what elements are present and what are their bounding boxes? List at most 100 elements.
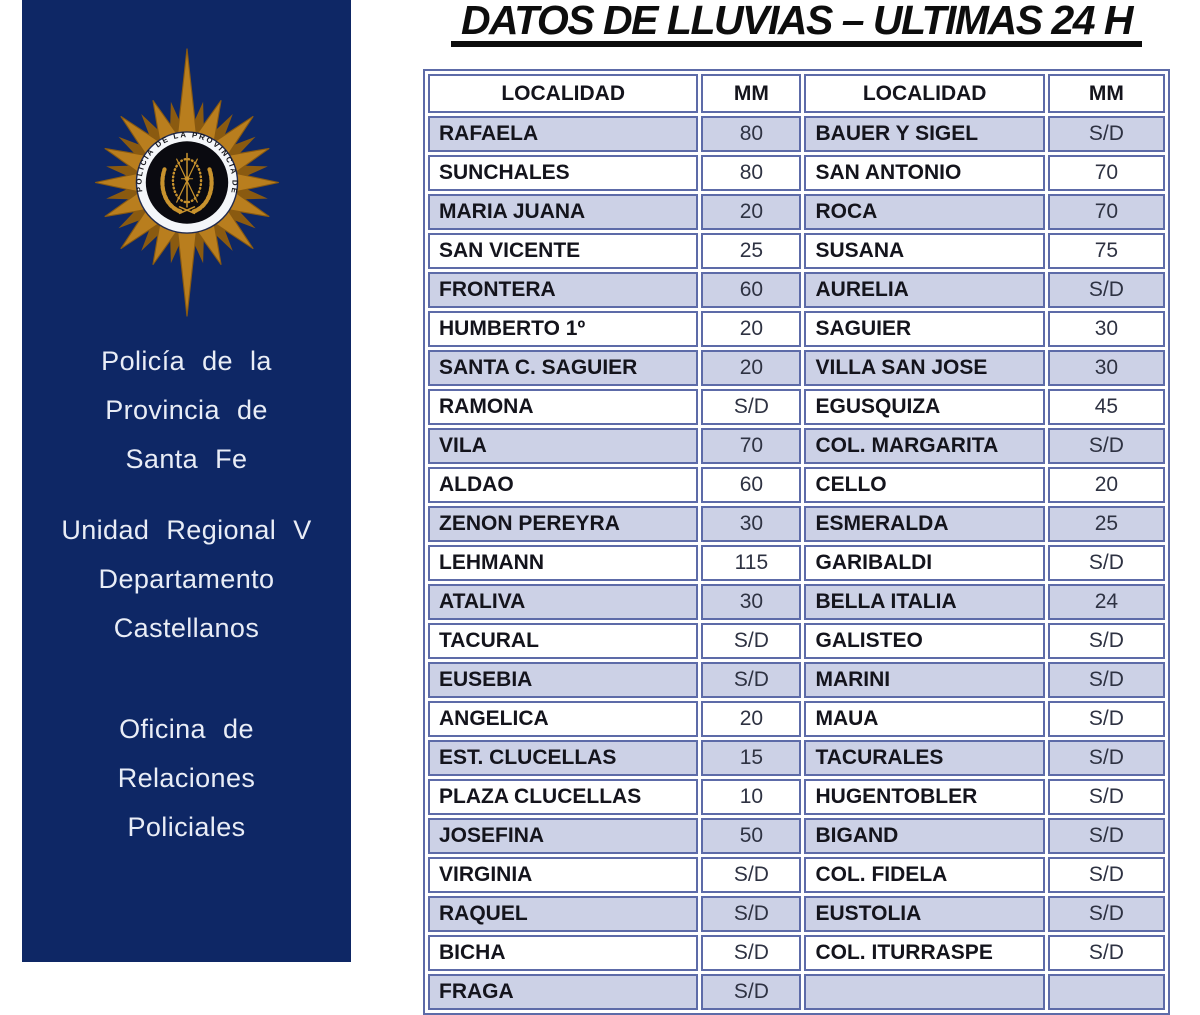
sidebar-text-line: Provincia de [105, 395, 268, 425]
mm-value-cell: 80 [701, 155, 802, 191]
mm-value-cell: 70 [701, 428, 802, 464]
table-row: TACURAL S/D GALISTEO S/D [428, 623, 1165, 659]
mm-value-cell: 30 [1047, 311, 1165, 347]
mm-value-cell: S/D [1047, 272, 1165, 308]
locality-cell: PLAZA CLUCELLAS [428, 779, 699, 815]
mm-value-cell: S/D [1047, 701, 1165, 737]
table-header-row: LOCALIDAD MM LOCALIDAD MM [428, 74, 1165, 113]
table-row: RAMONA S/D EGUSQUIZA 45 [428, 389, 1165, 425]
locality-cell: TACURAL [428, 623, 699, 659]
table-row: FRONTERA 60 AURELIA S/D [428, 272, 1165, 308]
mm-value-cell: 20 [1047, 467, 1165, 503]
mm-value-cell: S/D [1047, 116, 1165, 152]
table-row: BICHA S/D COL. ITURRASPE S/D [428, 935, 1165, 971]
col-header-localidad-left: LOCALIDAD [428, 74, 699, 113]
locality-cell: CELLO [804, 467, 1045, 503]
locality-cell: SAN VICENTE [428, 233, 699, 269]
locality-cell: BICHA [428, 935, 699, 971]
mm-value-cell: 115 [701, 545, 802, 581]
col-header-localidad-right: LOCALIDAD [804, 74, 1045, 113]
locality-cell: EST. CLUCELLAS [428, 740, 699, 776]
mm-value-cell: 10 [701, 779, 802, 815]
sidebar-text-line: Oficina de [119, 714, 254, 744]
locality-cell: JOSEFINA [428, 818, 699, 854]
sidebar-text-line: Relaciones [117, 763, 256, 793]
table-row: RAFAELA 80 BAUER Y SIGEL S/D [428, 116, 1165, 152]
table-row: LEHMANN 115 GARIBALDI S/D [428, 545, 1165, 581]
mm-value-cell: 20 [701, 311, 802, 347]
locality-cell: SAGUIER [804, 311, 1045, 347]
locality-cell: HUMBERTO 1º [428, 311, 699, 347]
locality-cell [804, 974, 1045, 1010]
mm-value-cell: 15 [701, 740, 802, 776]
sidebar-text-line: Castellanos [113, 613, 260, 643]
mm-value-cell: 30 [701, 506, 802, 542]
mm-value-cell: 60 [701, 467, 802, 503]
mm-value-cell: 50 [701, 818, 802, 854]
locality-cell: LEHMANN [428, 545, 699, 581]
locality-cell: ALDAO [428, 467, 699, 503]
mm-value-cell: S/D [701, 896, 802, 932]
mm-value-cell: S/D [1047, 935, 1165, 971]
table-row: PLAZA CLUCELLAS 10 HUGENTOBLER S/D [428, 779, 1165, 815]
mm-value-cell: 24 [1047, 584, 1165, 620]
page-title-text: DATOS DE LLUVIAS – ULTIMAS 24 H [450, 0, 1143, 47]
locality-cell: ATALIVA [428, 584, 699, 620]
locality-cell: MARIA JUANA [428, 194, 699, 230]
mm-value-cell: 20 [701, 194, 802, 230]
table-row: RAQUEL S/D EUSTOLIA S/D [428, 896, 1165, 932]
locality-cell: VILA [428, 428, 699, 464]
org-name-block: Policía de la Provincia de Santa Fe [22, 337, 351, 484]
locality-cell: EGUSQUIZA [804, 389, 1045, 425]
mm-value-cell: 80 [701, 116, 802, 152]
table-row: VILA 70 COL. MARGARITA S/D [428, 428, 1165, 464]
locality-cell: MAUA [804, 701, 1045, 737]
locality-cell: AURELIA [804, 272, 1045, 308]
locality-cell: ROCA [804, 194, 1045, 230]
locality-cell: SUNCHALES [428, 155, 699, 191]
mm-value-cell: 20 [701, 701, 802, 737]
mm-value-cell: 70 [1047, 194, 1165, 230]
office-name-block: Oficina de Relaciones Policiales [22, 705, 351, 852]
locality-cell: COL. MARGARITA [804, 428, 1045, 464]
locality-cell: HUGENTOBLER [804, 779, 1045, 815]
locality-cell: ANGELICA [428, 701, 699, 737]
sidebar-text-line: Policiales [127, 812, 246, 842]
locality-cell: FRONTERA [428, 272, 699, 308]
locality-cell: SAN ANTONIO [804, 155, 1045, 191]
sidebar-text-line: Policía de la [101, 346, 272, 376]
locality-cell: ESMERALDA [804, 506, 1045, 542]
table-row: EUSEBIA S/D MARINI S/D [428, 662, 1165, 698]
mm-value-cell: 30 [701, 584, 802, 620]
col-header-mm-right: MM [1047, 74, 1165, 113]
mm-value-cell: S/D [1047, 857, 1165, 893]
mm-value-cell: S/D [1047, 779, 1165, 815]
table-row: ALDAO 60 CELLO 20 [428, 467, 1165, 503]
mm-value-cell: S/D [1047, 428, 1165, 464]
locality-cell: EUSTOLIA [804, 896, 1045, 932]
locality-cell: RAQUEL [428, 896, 699, 932]
mm-value-cell: 45 [1047, 389, 1165, 425]
table-row: EST. CLUCELLAS 15 TACURALES S/D [428, 740, 1165, 776]
table-row: SUNCHALES 80 SAN ANTONIO 70 [428, 155, 1165, 191]
mm-value-cell: 70 [1047, 155, 1165, 191]
page: POLICIA DE LA PROVINCIA DE SANTA FE P [22, 0, 1170, 1015]
locality-cell: GARIBALDI [804, 545, 1045, 581]
locality-cell: GALISTEO [804, 623, 1045, 659]
police-emblem-icon: POLICIA DE LA PROVINCIA DE SANTA FE [84, 42, 290, 323]
locality-cell: FRAGA [428, 974, 699, 1010]
mm-value-cell: S/D [1047, 662, 1165, 698]
locality-cell: VILLA SAN JOSE [804, 350, 1045, 386]
mm-value-cell: S/D [1047, 623, 1165, 659]
rain-data-table: LOCALIDAD MM LOCALIDAD MM RAFAELA 80 BAUER… [423, 69, 1170, 1015]
mm-value-cell: 30 [1047, 350, 1165, 386]
mm-value-cell: 75 [1047, 233, 1165, 269]
mm-value-cell: S/D [1047, 818, 1165, 854]
mm-value-cell [1047, 974, 1165, 1010]
mm-value-cell: 25 [701, 233, 802, 269]
mm-value-cell: S/D [701, 623, 802, 659]
locality-cell: COL. FIDELA [804, 857, 1045, 893]
locality-cell: VIRGINIA [428, 857, 699, 893]
locality-cell: BELLA ITALIA [804, 584, 1045, 620]
table-row: MARIA JUANA 20 ROCA 70 [428, 194, 1165, 230]
